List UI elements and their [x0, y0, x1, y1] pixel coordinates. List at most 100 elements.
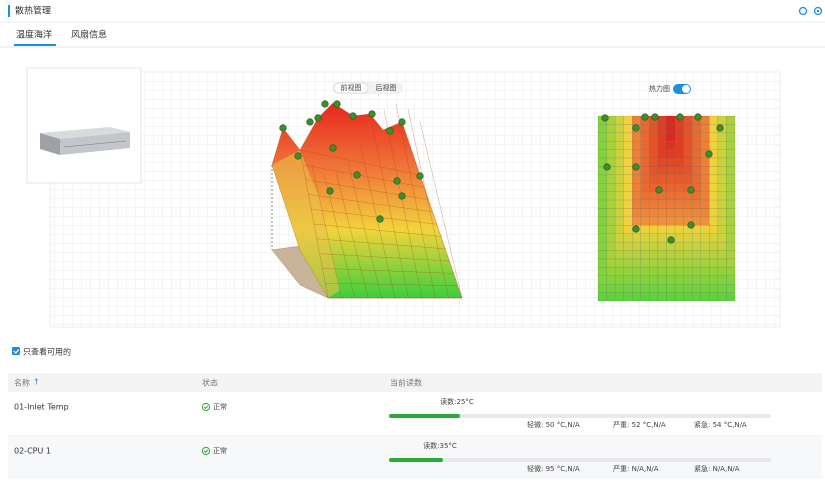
- surface-3d: [271, 102, 463, 299]
- heatmap-cell: [632, 191, 642, 201]
- sensor-dot[interactable]: [632, 225, 640, 233]
- sensor-dot[interactable]: [349, 112, 357, 120]
- heatmap-cell: [700, 283, 710, 293]
- sensor-dot[interactable]: [314, 114, 322, 122]
- sensor-dot[interactable]: [694, 113, 702, 121]
- heatmap-cell: [674, 283, 684, 293]
- sensor-dot[interactable]: [306, 118, 314, 126]
- heatmap-cell: [623, 183, 633, 192]
- heatmap-cell: [597, 199, 607, 209]
- heatmap-cell: [623, 225, 633, 234]
- heatmap-cell: [726, 225, 736, 234]
- heatmap-cell: [623, 275, 633, 285]
- heatmap-cell: [614, 233, 624, 243]
- heatmap-cell: [700, 292, 710, 302]
- tab[interactable]: 温度海洋: [16, 29, 52, 41]
- sensor-dot[interactable]: [641, 113, 649, 121]
- sensor-dot[interactable]: [687, 221, 695, 229]
- heatmap-cell: [657, 166, 667, 176]
- heatmap-cell: [674, 241, 684, 251]
- heatmap-cell: [657, 199, 667, 209]
- sensor-dot[interactable]: [386, 127, 394, 135]
- heatmap-cell: [700, 115, 710, 125]
- heatmap-cell: [632, 174, 642, 184]
- heatmap-switch[interactable]: [673, 84, 691, 94]
- sensor-dot[interactable]: [687, 186, 695, 194]
- settings-button[interactable]: [813, 6, 823, 16]
- sensor-dot[interactable]: [333, 100, 341, 108]
- sensor-dot[interactable]: [376, 215, 384, 223]
- heatmap-cell: [623, 258, 633, 268]
- heatmap-cell: [597, 216, 607, 226]
- sensor-dot[interactable]: [326, 187, 334, 195]
- column-header: 当前读数: [390, 378, 422, 388]
- heatmap-cell: [666, 141, 676, 150]
- sensor-dot[interactable]: [601, 114, 609, 122]
- sensor-dot[interactable]: [321, 100, 329, 108]
- sensor-dot[interactable]: [294, 152, 302, 160]
- toggle-option[interactable]: 后视图: [376, 83, 397, 92]
- sensor-dot[interactable]: [353, 171, 361, 179]
- heatmap-cell: [717, 216, 727, 226]
- heatmap-cell: [606, 267, 616, 276]
- heatmap-cell: [666, 157, 676, 167]
- heatmap-cell: [691, 141, 701, 150]
- column-header[interactable]: 状态: [202, 378, 218, 388]
- sensor-dot[interactable]: [676, 113, 684, 121]
- heatmap-cell: [640, 149, 650, 159]
- sensor-dot[interactable]: [393, 177, 401, 185]
- heatmap-cell: [666, 275, 676, 285]
- sensor-dot[interactable]: [667, 236, 675, 244]
- heatmap-cell: [623, 283, 633, 293]
- sensor-dot[interactable]: [398, 192, 406, 200]
- heatmap-cell: [632, 233, 642, 243]
- sensor-name: 01-Inlet Temp: [14, 403, 69, 412]
- heatmap-cell: [666, 166, 676, 176]
- mesh-line: [311, 164, 342, 299]
- heatmap-cell: [709, 250, 719, 260]
- column-header[interactable]: 名称: [14, 378, 30, 388]
- heatmap-cell: [726, 267, 736, 276]
- heatmap-cell: [614, 225, 624, 234]
- heatmap-cell: [726, 132, 736, 142]
- sensor-dot[interactable]: [329, 144, 337, 152]
- sensor-dot[interactable]: [655, 186, 663, 194]
- sensor-dot[interactable]: [705, 150, 713, 158]
- heatmap-cell: [606, 199, 616, 209]
- filter-label[interactable]: 只查看可用的: [23, 347, 71, 357]
- tab[interactable]: 风扇信息: [71, 29, 107, 41]
- heatmap-cell: [632, 149, 642, 159]
- status-icon: [201, 402, 211, 412]
- heatmap-cell: [691, 149, 701, 159]
- heatmap-cell: [709, 157, 719, 167]
- sensor-dot[interactable]: [368, 110, 376, 118]
- status-text: 正常: [213, 402, 227, 411]
- heatmap-cell: [683, 166, 693, 176]
- checkbox[interactable]: [12, 347, 20, 355]
- toggle-option[interactable]: 前视图: [341, 83, 362, 92]
- sensor-dot[interactable]: [632, 124, 640, 132]
- heatmap-cell: [666, 124, 676, 134]
- sensor-dot[interactable]: [398, 118, 406, 126]
- heatmap-cell: [640, 233, 650, 243]
- table-header: [8, 373, 822, 392]
- heatmap-cell: [700, 132, 710, 142]
- mesh-line: [311, 209, 437, 225]
- sensor-dot[interactable]: [416, 172, 424, 180]
- status-icon: [201, 446, 211, 456]
- refresh-button[interactable]: [798, 6, 808, 16]
- tab-underline: [14, 44, 56, 46]
- sensor-dot[interactable]: [279, 124, 287, 132]
- heatmap-cell: [649, 216, 659, 226]
- mesh-line: [299, 149, 421, 176]
- sensor-dot[interactable]: [603, 163, 611, 171]
- heatmap-cell: [700, 250, 710, 260]
- sensor-dot[interactable]: [632, 163, 640, 171]
- sort-icon[interactable]: ↑: [33, 378, 40, 387]
- heatmap-cell: [597, 149, 607, 159]
- sensor-dot[interactable]: [716, 124, 724, 132]
- heatmap-cell: [726, 115, 736, 125]
- heatmap-cell: [640, 124, 650, 134]
- heatmap-cell: [623, 216, 633, 226]
- sensor-dot[interactable]: [651, 113, 659, 121]
